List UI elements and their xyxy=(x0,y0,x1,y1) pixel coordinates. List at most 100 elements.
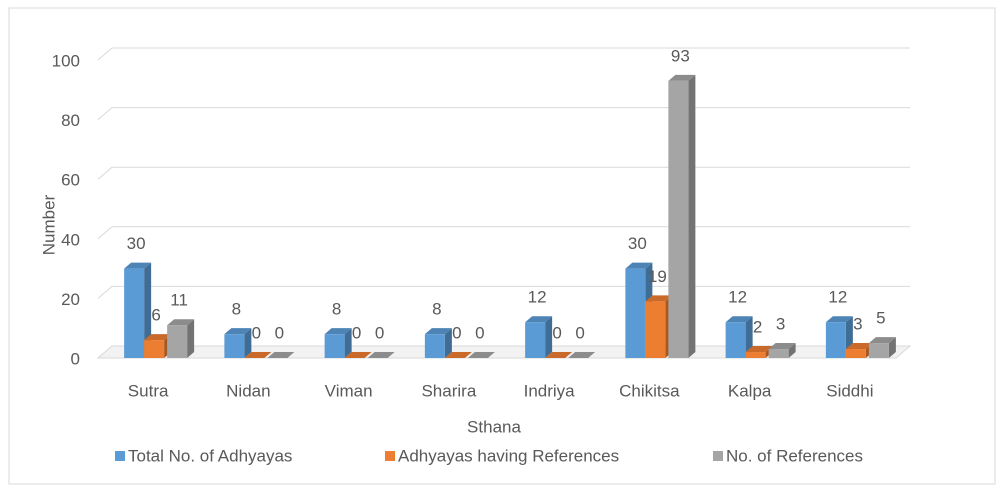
bar xyxy=(244,352,272,358)
bar xyxy=(444,352,472,358)
bar-face xyxy=(525,316,553,323)
data-label: 2 xyxy=(753,318,762,337)
grid-line xyxy=(97,107,910,120)
data-label: 8 xyxy=(432,300,441,319)
x-tick-label: Sharira xyxy=(421,381,476,400)
y-tick-label: 0 xyxy=(71,349,80,368)
bar-face xyxy=(845,343,873,350)
data-label: 3 xyxy=(853,315,862,334)
bar-face xyxy=(124,268,145,358)
bar-face xyxy=(224,334,245,358)
grid-line xyxy=(97,226,910,240)
bar xyxy=(124,262,152,358)
bar xyxy=(144,334,172,358)
bar-face xyxy=(167,325,188,358)
bar xyxy=(568,352,596,358)
bar xyxy=(324,328,352,358)
bar-face xyxy=(444,328,452,358)
legend-swatch xyxy=(713,451,723,461)
bar-face xyxy=(144,340,165,358)
bar-face xyxy=(467,352,495,358)
data-label: 0 xyxy=(275,323,284,342)
y-tick-label: 40 xyxy=(61,230,80,249)
bar-face xyxy=(788,343,796,358)
x-tick-label: Viman xyxy=(325,381,373,400)
bar-face xyxy=(668,80,689,359)
bar-face xyxy=(444,352,472,358)
data-label: 6 xyxy=(151,306,160,325)
y-tick-label: 100 xyxy=(52,51,80,70)
x-tick-label: Kalpa xyxy=(728,381,772,400)
bar-face xyxy=(144,334,172,341)
x-tick-label: Indriya xyxy=(524,381,576,400)
data-label: 0 xyxy=(475,323,484,342)
bar-face xyxy=(244,352,272,358)
bar-face xyxy=(367,352,395,358)
bar-face xyxy=(768,349,789,358)
bar-face xyxy=(545,316,553,358)
bar xyxy=(525,316,553,358)
bar-face xyxy=(144,262,152,358)
data-label: 0 xyxy=(575,323,584,342)
bar-face xyxy=(187,319,195,358)
bar xyxy=(868,337,896,358)
bar xyxy=(224,328,252,358)
bar-face xyxy=(645,301,666,358)
bar-face xyxy=(868,343,889,358)
bar xyxy=(367,352,395,358)
bar-face xyxy=(124,262,152,269)
bar-face xyxy=(167,319,195,326)
bar xyxy=(725,316,753,358)
x-tick-label: Siddhi xyxy=(826,381,873,400)
data-label: 30 xyxy=(127,234,146,253)
x-tick-label: Nidan xyxy=(226,381,270,400)
bar xyxy=(424,328,452,358)
data-label: 0 xyxy=(452,323,461,342)
bar-face xyxy=(725,322,746,358)
legend-label: No. of References xyxy=(726,446,863,465)
data-label: 0 xyxy=(552,323,561,342)
bar-face xyxy=(424,334,445,358)
bar-face xyxy=(745,346,773,353)
x-tick-label: Sutra xyxy=(128,381,169,400)
grid-line xyxy=(97,166,910,180)
data-label: 11 xyxy=(170,291,188,310)
grid-line xyxy=(97,47,910,61)
data-label: 12 xyxy=(528,288,547,307)
bar-face xyxy=(344,352,372,358)
bar-face xyxy=(424,328,452,335)
data-label: 8 xyxy=(232,300,241,319)
y-axis-title: Number xyxy=(39,194,58,255)
legend-swatch xyxy=(385,451,395,461)
bar-face xyxy=(545,352,573,358)
data-label: 5 xyxy=(876,309,885,328)
bar-face xyxy=(324,334,345,358)
bar xyxy=(167,319,195,358)
bar xyxy=(267,352,295,358)
x-tick-label: Chikitsa xyxy=(619,381,680,400)
bar xyxy=(467,352,495,358)
y-tick-label: 60 xyxy=(61,171,80,190)
bar-face xyxy=(688,74,696,359)
bar xyxy=(768,343,796,358)
bar-face xyxy=(344,328,352,358)
bar xyxy=(645,295,673,358)
data-label: 93 xyxy=(671,46,690,65)
bar-face xyxy=(324,328,352,335)
bar-face xyxy=(825,322,846,358)
data-label: 0 xyxy=(252,323,261,342)
bar-face xyxy=(888,337,896,358)
bar-face xyxy=(625,268,646,358)
legend-label: Adhyayas having References xyxy=(398,446,619,465)
y-tick-label: 20 xyxy=(61,290,80,309)
legend-swatch xyxy=(115,451,125,461)
bar-face xyxy=(768,343,796,350)
bar-face xyxy=(568,352,596,358)
bar-face xyxy=(745,352,766,358)
bar-face xyxy=(868,337,896,344)
data-label: 12 xyxy=(828,288,847,307)
bar xyxy=(668,74,696,359)
bar-face xyxy=(224,328,252,335)
bar xyxy=(545,352,573,358)
chart-frame xyxy=(8,7,996,485)
